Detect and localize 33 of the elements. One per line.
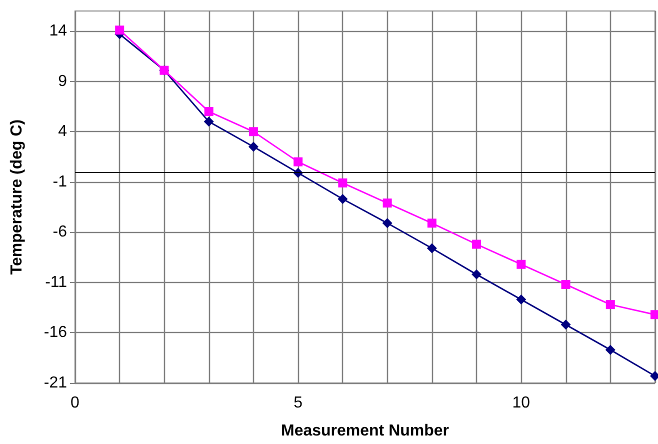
- point: [382, 218, 392, 228]
- point: [472, 240, 482, 249]
- point: [516, 260, 526, 269]
- y-tick-label: 4: [58, 123, 68, 140]
- point: [427, 218, 436, 228]
- point: [472, 269, 482, 280]
- y-tick-label: -11: [45, 274, 68, 291]
- point: [248, 142, 258, 152]
- x-tick-label: 10: [512, 394, 530, 412]
- y-tick-label: 9: [58, 72, 68, 90]
- y-tick-label: -21: [44, 374, 68, 392]
- point: [560, 320, 571, 330]
- y-axis-title: Temperature (deg C): [8, 119, 26, 275]
- y-tick-label: -6: [52, 224, 68, 241]
- point: [248, 127, 258, 136]
- point: [426, 243, 437, 254]
- point: [115, 26, 124, 35]
- point: [204, 116, 214, 127]
- y-tick-label: 14: [49, 22, 68, 40]
- y-tick-label: -16: [44, 324, 68, 342]
- point: [606, 300, 615, 310]
- x-tick-label: 0: [70, 394, 80, 412]
- y-tick-label: -1: [52, 173, 68, 190]
- point: [294, 157, 303, 166]
- x-tick-label: 5: [294, 394, 303, 412]
- point: [338, 178, 348, 188]
- point: [605, 344, 616, 355]
- point: [516, 294, 526, 305]
- point: [382, 198, 392, 208]
- x-axis-title: Measurement Number: [280, 422, 450, 440]
- point: [204, 107, 214, 116]
- point: [338, 194, 348, 204]
- point: [561, 280, 570, 289]
